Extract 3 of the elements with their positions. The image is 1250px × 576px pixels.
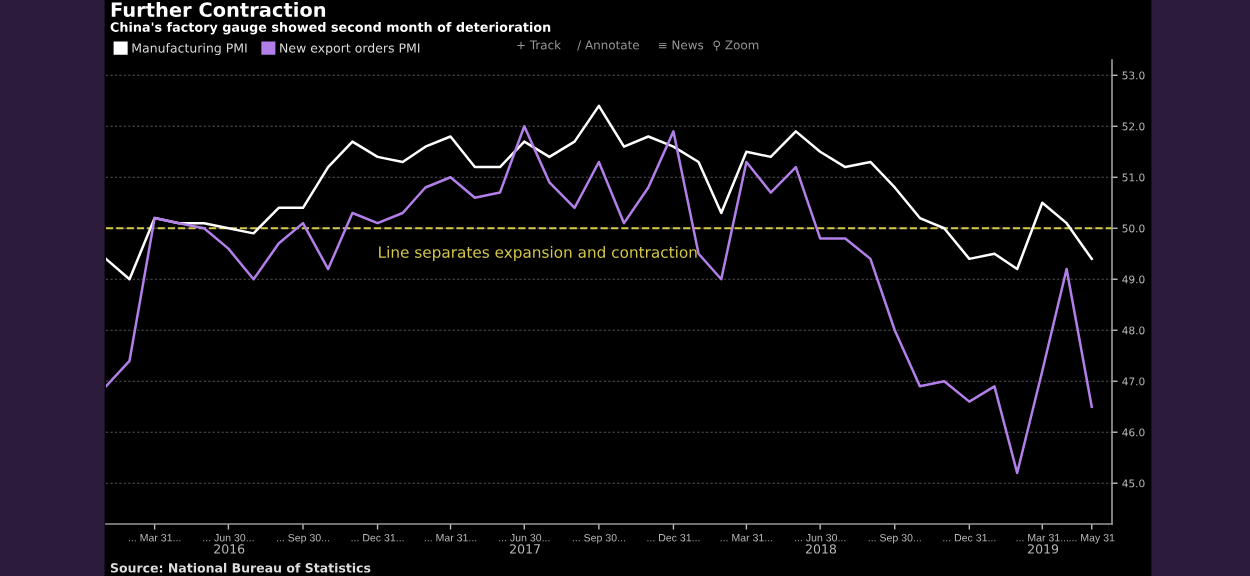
chart-title: Further Contraction bbox=[111, 2, 326, 18]
line-series bbox=[106, 125, 1093, 475]
line-series bbox=[106, 104, 1093, 281]
